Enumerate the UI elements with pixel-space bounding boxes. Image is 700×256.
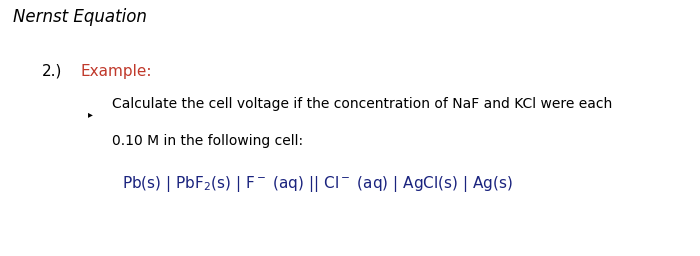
- Text: Nernst Equation: Nernst Equation: [13, 8, 146, 26]
- Text: ▸: ▸: [88, 109, 92, 119]
- Text: Example:: Example:: [80, 64, 152, 79]
- Text: 0.10 M in the following cell:: 0.10 M in the following cell:: [112, 134, 303, 148]
- Text: 2.): 2.): [42, 64, 62, 79]
- Text: Calculate the cell voltage if the concentration of NaF and KCl were each: Calculate the cell voltage if the concen…: [112, 97, 612, 111]
- Text: Pb(s) | PbF$_2$(s) | F$^-$ (aq) || Cl$^-$ (aq) | AgCl(s) | Ag(s): Pb(s) | PbF$_2$(s) | F$^-$ (aq) || Cl$^-…: [122, 174, 514, 194]
